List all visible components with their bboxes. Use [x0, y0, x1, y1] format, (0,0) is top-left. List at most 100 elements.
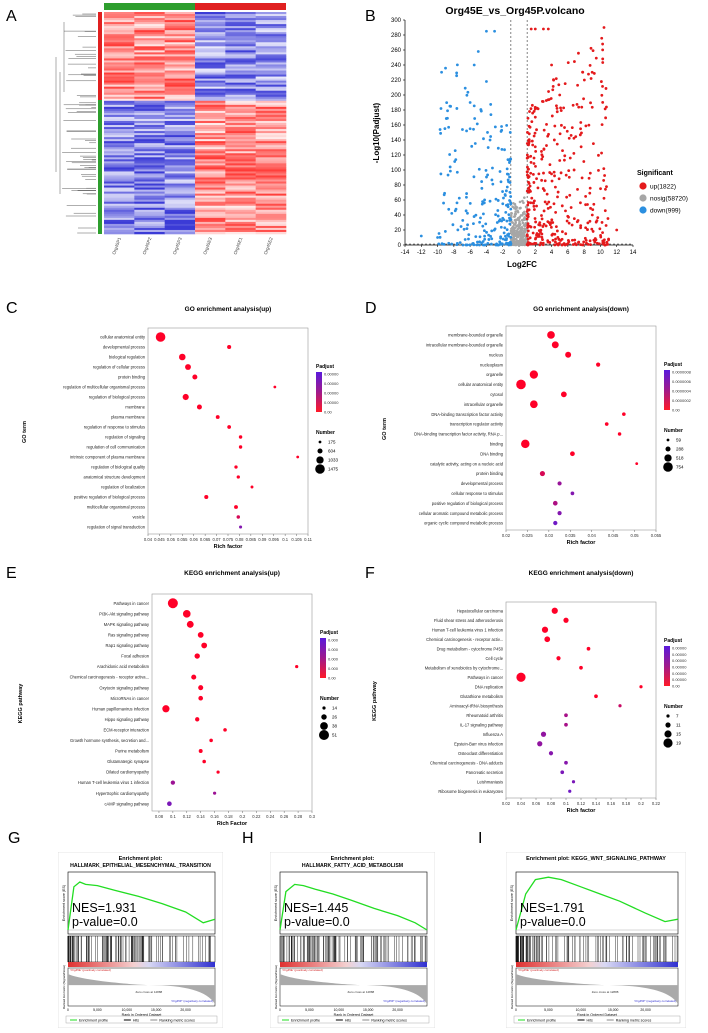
heatmap-cell [164, 129, 196, 132]
gsea-x-tick-label: 10,000 [122, 1008, 132, 1012]
volcano-point-up [533, 225, 537, 229]
heatmap-cell [225, 195, 256, 198]
volcano-point-up [589, 77, 593, 80]
volcano-y-tick-label: 260 [391, 48, 402, 54]
bubble-title: GO enrichment analysis(up) [185, 306, 272, 313]
size-legend-label: 175 [328, 440, 336, 445]
volcano-point-up [577, 105, 581, 109]
heatmap-cell [164, 48, 196, 51]
volcano-point-nosig [525, 206, 528, 209]
bubble-x-tick-label: 0.075 [223, 537, 234, 542]
volcano-point-up [533, 131, 537, 135]
bubble-term-label: Pathways in cancer [468, 675, 504, 680]
size-legend-dot [322, 706, 326, 710]
volcano-point-down [479, 216, 482, 220]
heatmap-cell [225, 197, 256, 200]
heatmap-cell [134, 24, 165, 27]
heatmap-cell [134, 193, 165, 196]
volcano-point-up [574, 135, 578, 138]
bubble-x-tick-label: 0.1 [170, 814, 176, 819]
volcano-point-up [587, 123, 591, 127]
volcano-point-up [584, 124, 588, 128]
heatmap-cell [164, 175, 196, 178]
volcano-point-up [555, 110, 559, 114]
heatmap-cell [164, 120, 196, 124]
volcano-point-down [462, 227, 466, 231]
volcano-point-up [567, 215, 570, 219]
gsea-metric-area [280, 974, 427, 1004]
heatmap-cell [195, 106, 226, 110]
heatmap-cell [195, 50, 226, 53]
bubble-plot-frame [505, 601, 657, 799]
sample-label: Org45E2 [263, 236, 274, 255]
heatmap-cell [195, 20, 226, 23]
heatmap-cell [195, 129, 226, 132]
volcano-point-down [503, 193, 507, 196]
heatmap-cell [134, 46, 165, 49]
heatmap-cell [134, 191, 165, 194]
bubble-term-label: Ras signaling pathway [108, 633, 150, 638]
volcano-point-down [484, 168, 488, 172]
heatmap-cell [134, 62, 165, 65]
heatmap-cell [164, 44, 196, 47]
heatmap-cell [104, 98, 135, 102]
heatmap-cell [225, 86, 256, 89]
volcano-point-up [531, 172, 535, 176]
heatmap-cell [164, 16, 196, 19]
heatmap-cell [225, 169, 256, 172]
bubble-term-label: Metabolism of xenobiotics by cytochrome.… [425, 665, 503, 670]
padjust-tick-label: 0.00000 [324, 400, 339, 405]
heatmap-cell [164, 58, 196, 61]
heatmap-cell [104, 26, 135, 29]
bubble-term-label: Pathways in cancer [114, 601, 150, 606]
volcano-point-up [532, 242, 536, 246]
volcano-point-nosig [518, 206, 522, 210]
heatmap-cell [134, 221, 165, 225]
bubble-point [563, 617, 569, 623]
heatmap-cell [195, 118, 226, 122]
heatmap-cell [195, 161, 226, 164]
heatmap-cell [225, 203, 256, 207]
bubble-term-label: cellular anatomical entity [458, 382, 504, 387]
heatmap-cell [164, 149, 196, 152]
gsea-x-tick-label: 15,000 [608, 1008, 618, 1012]
heatmap-cell [164, 68, 196, 71]
heatmap-cell [195, 58, 226, 61]
bubble-term-label: regulation of biological quality [91, 465, 146, 470]
volcano-point-down [509, 207, 513, 211]
heatmap-cell [104, 62, 135, 65]
heatmap-cell [225, 163, 256, 166]
gsea-rank-axis-label: Ranked list metric (Signal2Noise) [274, 965, 278, 1009]
volcano-point-nosig [510, 211, 513, 215]
heatmap-cell [104, 20, 135, 23]
volcano-point-down [486, 146, 490, 149]
heatmap-cell [164, 229, 196, 233]
gsea-x-tick-label: 15,000 [363, 1008, 373, 1012]
heatmap-cell [255, 24, 287, 27]
volcano-point-up [547, 132, 550, 136]
volcano-point-up [597, 168, 600, 172]
gsea-positive-label: 'Org45E' (positively correlated) [282, 968, 323, 972]
volcano-point-down [509, 195, 513, 198]
volcano-point-up [568, 193, 572, 197]
volcano-x-tick-label: 14 [630, 250, 637, 256]
heatmap-cell [134, 82, 165, 85]
volcano-point-up [588, 219, 592, 223]
heatmap-cell [104, 229, 135, 233]
size-legend-title: Number [664, 428, 683, 434]
heatmap-cell [164, 64, 196, 67]
heatmap-cell [134, 70, 165, 73]
volcano-point-down [508, 175, 511, 179]
volcano-point-up [605, 105, 608, 109]
heatmap-cell [195, 207, 226, 211]
volcano-point-nosig [519, 237, 523, 241]
bubble-point [195, 717, 200, 722]
volcano-point-down [466, 90, 470, 94]
heatmap-cell [195, 80, 226, 83]
heatmap-cell [104, 68, 135, 71]
volcano-point-up [542, 171, 545, 175]
bubble-term-label: Aminoacyl-tRNA biosynthesis [450, 703, 503, 708]
volcano-y-label: -Log10(Padjust) [372, 102, 381, 163]
volcano-point-up [555, 229, 559, 233]
gsea-wnt-panel: Enrichment plot: KEGG_WNT_SIGNALING_PATH… [506, 852, 686, 1028]
